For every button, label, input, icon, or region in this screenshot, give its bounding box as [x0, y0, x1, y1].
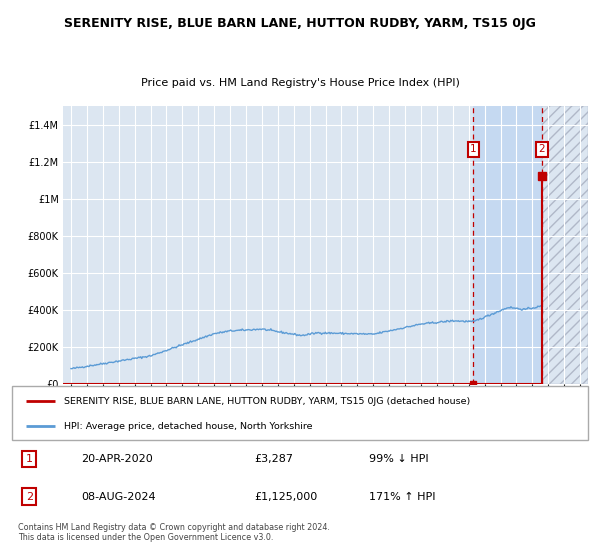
FancyBboxPatch shape — [12, 386, 588, 440]
Text: £1,125,000: £1,125,000 — [254, 492, 317, 502]
Text: 2: 2 — [26, 492, 33, 502]
Text: 20-APR-2020: 20-APR-2020 — [81, 454, 153, 464]
Text: SERENITY RISE, BLUE BARN LANE, HUTTON RUDBY, YARM, TS15 0JG (detached house): SERENITY RISE, BLUE BARN LANE, HUTTON RU… — [64, 397, 470, 406]
Text: Contains HM Land Registry data © Crown copyright and database right 2024.
This d: Contains HM Land Registry data © Crown c… — [18, 522, 329, 542]
Text: £3,287: £3,287 — [254, 454, 293, 464]
Bar — [473, 106, 542, 384]
Text: Price paid vs. HM Land Registry's House Price Index (HPI): Price paid vs. HM Land Registry's House … — [140, 78, 460, 88]
Text: 2: 2 — [539, 144, 545, 155]
Text: 1: 1 — [26, 454, 33, 464]
Bar — [542, 106, 588, 384]
Text: 171% ↑ HPI: 171% ↑ HPI — [369, 492, 436, 502]
Text: SERENITY RISE, BLUE BARN LANE, HUTTON RUDBY, YARM, TS15 0JG: SERENITY RISE, BLUE BARN LANE, HUTTON RU… — [64, 17, 536, 30]
Text: HPI: Average price, detached house, North Yorkshire: HPI: Average price, detached house, Nort… — [64, 422, 313, 431]
Text: 08-AUG-2024: 08-AUG-2024 — [81, 492, 156, 502]
Text: 99% ↓ HPI: 99% ↓ HPI — [369, 454, 429, 464]
Bar — [542, 106, 588, 384]
Text: 1: 1 — [470, 144, 477, 155]
